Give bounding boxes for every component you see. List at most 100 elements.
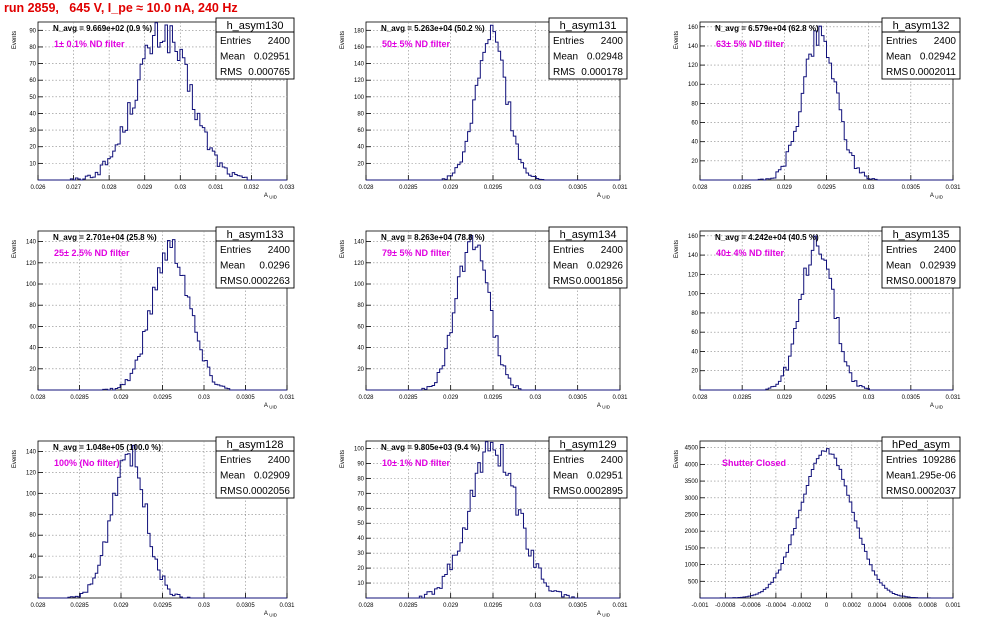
stat-value-rms: 0.0002263 [243,276,291,287]
y-axis-label: Events [12,31,18,49]
y-tick-label: 20 [691,369,698,375]
x-tick-label: 0.0295 [817,395,836,401]
y-tick-label: 100 [26,491,37,497]
histogram-name: h_asym131 [560,20,617,32]
y-tick-label: 60 [691,330,698,336]
x-tick-label: 0.03 [529,185,541,191]
y-tick-label: 40 [357,346,364,352]
x-tick-label: 0.0285 [70,395,89,401]
filter-label: 63± 5% ND filter [716,39,784,49]
stat-label-entries: Entries [886,36,917,47]
histogram-panel-h_asym128: 0.028 0.0285 0.029 0.0295 0.03 0.0305 0.031 20 4… [12,436,295,618]
y-tick-label: 60 [29,324,36,330]
y-tick-label: 80 [691,101,698,107]
y-tick-label: 60 [357,128,364,134]
stat-label-entries: Entries [886,455,917,466]
y-axis-label: Events [340,240,346,258]
histogram-line [366,235,620,391]
stat-value-mean: 0.02951 [254,52,291,63]
x-tick-label: 0.029 [443,395,459,401]
y-tick-label: 20 [357,367,364,373]
filter-label: 40± 4% ND filter [716,248,784,258]
y-tick-label: 20 [29,575,36,581]
stat-label-mean: Mean [886,471,911,482]
x-tick-label: 0.028 [358,603,374,609]
y-tick-label: 40 [691,140,698,146]
filter-label: 100% (No filter) [54,458,120,468]
x-tick-label: 0.0295 [153,395,172,401]
histogram-line [366,441,620,599]
y-tick-label: 80 [29,303,36,309]
y-tick-label: 100 [354,95,365,101]
histogram-line [366,24,620,181]
stat-value-mean: 0.0296 [259,261,290,272]
stat-label-rms: RMS [220,276,243,287]
x-tick-label: 0.029 [777,185,793,191]
x-tick-label: 0.026 [30,185,46,191]
stats-box-frame [215,17,295,80]
x-tick-label: 0.033 [279,185,295,191]
x-tick-label: 0.0285 [733,395,752,401]
x-tick-label: 0.03 [198,603,210,609]
histogram-name: h_asym130 [227,20,284,32]
histogram-line [38,239,287,391]
navg-label: N_avg = 8.263e+04 (78.8 %) [381,233,485,242]
x-tick-label: 0.0285 [733,185,752,191]
stat-value-entries: 2400 [601,36,624,47]
stat-label-entries: Entries [886,245,917,256]
navg-label: N_avg = 5.263e+04 (50.2 %) [381,24,485,33]
x-tick-label: 0.001 [945,603,961,609]
y-tick-label: 40 [29,554,36,560]
stat-label-mean: Mean [553,261,578,272]
x-axis-label: A UID [264,193,278,200]
x-tick-label: 0.031 [945,395,961,401]
run-title: run 2859, 645 V, I_pe ≈ 10.0 nA, 240 Hz [4,1,238,15]
x-tick-label: 0.0305 [568,185,587,191]
y-tick-label: 50 [357,521,364,527]
stat-value-rms: 0.0001879 [909,276,957,287]
x-tick-label: 0.031 [612,603,628,609]
histogram-panel-h_asym135: 0.028 0.0285 0.029 0.0295 0.03 0.0305 0.031 20 4… [674,226,961,410]
y-tick-label: 140 [354,62,365,68]
y-tick-label: 10 [29,161,36,167]
y-tick-label: 4500 [685,446,699,452]
histogram-line [38,444,287,599]
filter-label: Shutter Closed [722,458,786,468]
stats-box-frame [548,226,628,289]
stat-label-entries: Entries [553,36,584,47]
y-tick-label: 180 [354,28,365,34]
stat-value-rms: 0.0002895 [576,486,624,497]
navg-label: N_avg = 1.048e+05 (100.0 %) [53,443,161,452]
navg-label: N_avg = 4.242e+04 (40.5 %) [715,233,819,242]
x-tick-label: 0.031 [279,395,295,401]
y-tick-label: 1500 [685,546,699,552]
x-tick-label: 0.031 [612,185,628,191]
y-tick-label: 20 [357,566,364,572]
histogram-line [700,25,953,181]
y-tick-label: 20 [357,161,364,167]
x-tick-label: -0.0006 [740,603,761,609]
stat-label-rms: RMS [553,67,576,78]
x-axis-label: A UID [930,193,944,200]
x-tick-label: 0.03 [174,185,186,191]
x-tick-label: 0.03 [863,185,875,191]
y-tick-label: 2000 [685,529,699,535]
y-tick-label: 40 [357,536,364,542]
y-tick-label: 80 [357,476,364,482]
navg-label: N_avg = 6.579e+04 (62.8 %) [715,24,819,33]
x-tick-label: 0.028 [692,185,708,191]
stat-value-mean: 0.02942 [920,52,957,63]
stats-box: h_asym131 Entries 2400 Mean 0.02948 RMS 0.0001… [548,17,628,80]
histogram-panel-hPed_asym: -0.001 -0.0008 -0.0006 -0.0004 -0.0002 0 0.000… [674,436,961,609]
x-axis-label: A UID [597,611,611,618]
y-tick-label: 90 [29,28,36,34]
histogram-name: hPed_asym [892,439,950,451]
stat-label-rms: RMS [886,486,909,497]
stats-box: h_asym134 Entries 2400 Mean 0.02926 RMS 0.0001… [548,226,628,289]
x-axis-label: A UID [597,403,611,410]
x-tick-label: 0 [825,603,829,609]
x-tick-label: 0.027 [66,185,82,191]
histogram-panel-h_asym131: 0.028 0.0285 0.029 0.0295 0.03 0.0305 0.031 20 4… [340,17,628,200]
stat-value-mean: 0.02951 [587,471,624,482]
histogram-panel-h_asym129: 0.028 0.0285 0.029 0.0295 0.03 0.0305 0.031 10 2… [340,436,628,618]
